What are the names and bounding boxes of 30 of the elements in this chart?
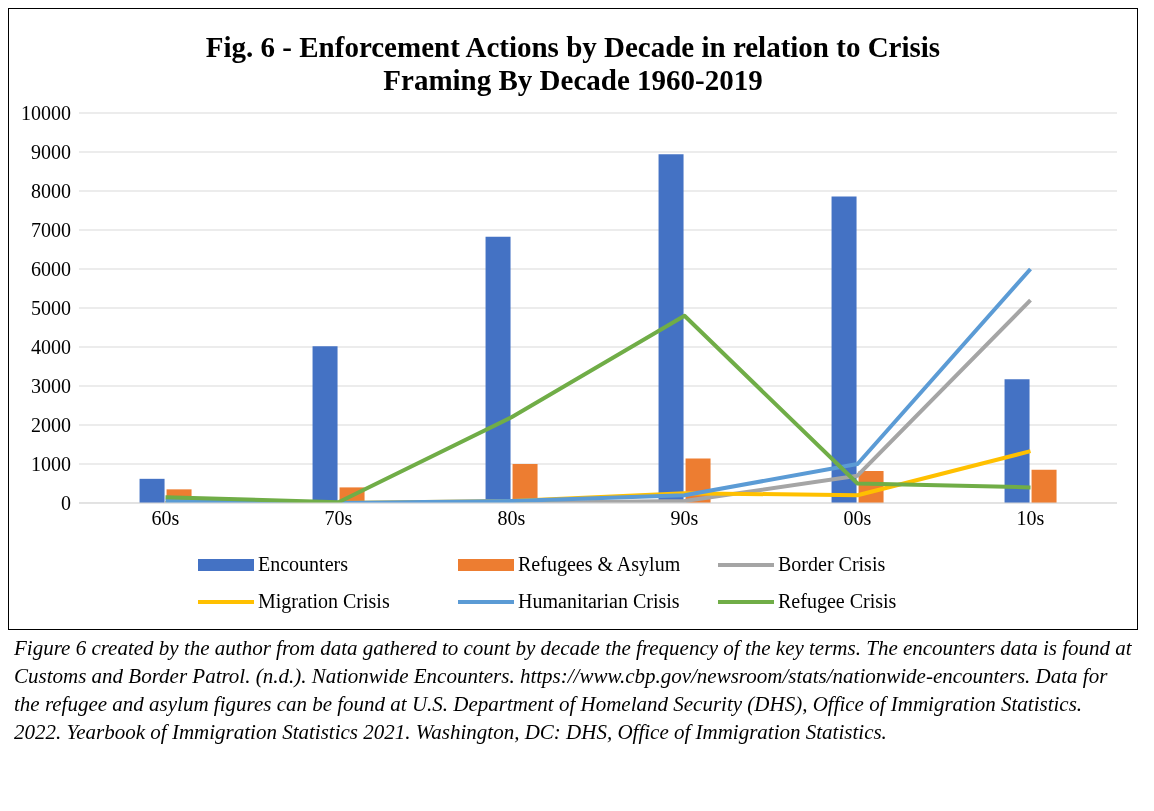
legend-label: Encounters (258, 553, 348, 576)
y-tick-label: 1000 (31, 453, 71, 476)
y-tick-label: 0 (61, 492, 71, 515)
y-tick-label: 3000 (31, 375, 71, 398)
legend-label: Border Crisis (778, 553, 886, 576)
x-tick-label: 60s (151, 507, 180, 530)
bar (831, 196, 857, 503)
legend-label: Migration Crisis (258, 590, 390, 613)
chart-title: Fig. 6 - Enforcement Actions by Decade in relation to Crisis Framing By Decade 1960-2019 (204, 31, 942, 97)
legend-label: Refugee Crisis (778, 590, 897, 613)
x-tick-label: 80s (497, 507, 526, 530)
x-tick-label: 70s (324, 507, 353, 530)
bar (1031, 469, 1057, 503)
y-tick-label: 8000 (31, 180, 71, 203)
y-tick-label: 4000 (31, 336, 71, 359)
x-tick-label: 10s (1016, 507, 1045, 530)
y-tick-label: 5000 (31, 297, 71, 320)
x-tick-label: 90s (670, 507, 699, 530)
y-tick-label: 10000 (21, 102, 71, 125)
bar (312, 346, 338, 503)
legend-label: Refugees & Asylum (518, 553, 681, 576)
x-tick-label: 00s (843, 507, 872, 530)
bar (1004, 379, 1030, 503)
legend-label: Humanitarian Crisis (518, 590, 680, 613)
y-tick-label: 9000 (31, 141, 71, 164)
caption: Figure 6 created by the author from data gathered to count by decade the frequency of the key terms. The encounters data is found at Customs and Border Patrol. (n.d.). Nationwide Encounters. https://www.cbp.gov/newsroom/stats/nationwide-encounters. Data for the refugee and asylum figures can be found at U.S. Department of Homeland Security (DHS), Office of Immigration Statistics. 2022. Yearbook of Immigration Statistics 2021. Washington, DC: DHS, Office of Immigration Statistics. (13, 635, 1133, 746)
y-tick-label: 6000 (31, 258, 71, 281)
y-tick-label: 7000 (31, 219, 71, 242)
y-tick-label: 2000 (31, 414, 71, 437)
bar (139, 478, 165, 503)
